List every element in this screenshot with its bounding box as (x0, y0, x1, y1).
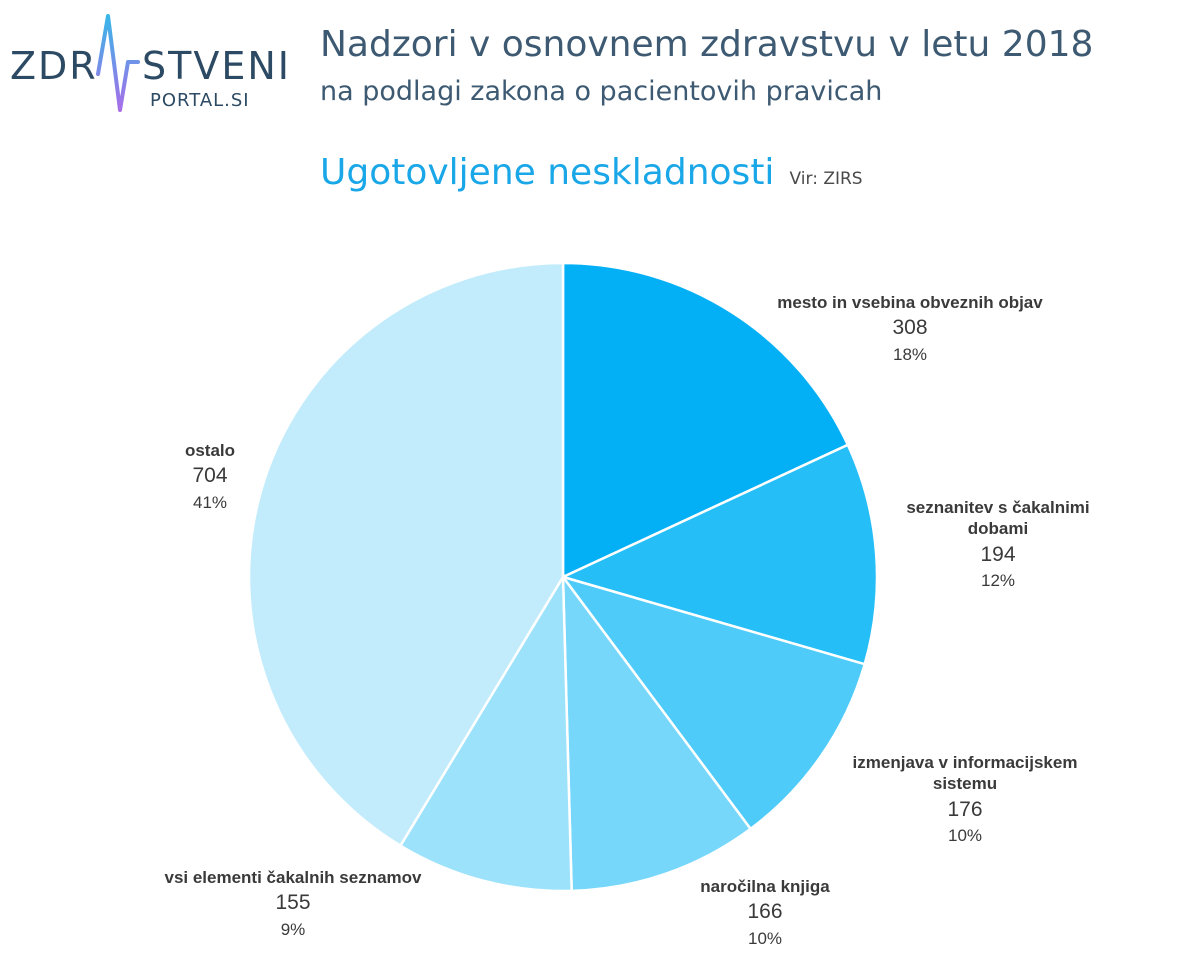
logo: ZDR STVENI PORTAL.SI (10, 12, 289, 122)
chart-title: Ugotovljene neskladnosti (320, 152, 775, 193)
slice-label-1: seznanitev s čakalnimi dobami 194 12% (880, 497, 1116, 591)
heartbeat-logo-icon (96, 14, 140, 112)
slice-label-name: izmenjava v informacijskem sistemu (852, 753, 1078, 794)
slice-label-percent: 10% (947, 825, 983, 845)
slice-label-percent: 10% (747, 928, 783, 948)
slice-label-name: vsi elementi čakalnih seznamov (164, 868, 422, 887)
slice-label-2: izmenjava v informacijskem sistemu 176 1… (834, 752, 1096, 846)
logo-text-right: STVENI (142, 44, 291, 88)
slice-label-percent: 12% (980, 570, 1016, 590)
slice-label-3: naročilna knjiga 166 10% (660, 876, 870, 949)
slice-label-value: 194 (980, 542, 1016, 566)
slice-label-name: seznanitev s čakalnimi dobami (906, 498, 1090, 539)
slice-label-percent: 9% (280, 919, 306, 939)
slice-label-value: 166 (747, 900, 783, 924)
slice-label-4: vsi elementi čakalnih seznamov 155 9% (138, 867, 448, 940)
chart-source: Vir: ZIRS (789, 169, 863, 189)
slice-label-value: 308 (892, 316, 928, 340)
slice-label-value: 155 (275, 891, 311, 915)
slice-label-name: ostalo (184, 441, 236, 460)
slice-label-name: naročilna knjiga (700, 877, 830, 896)
slice-label-value: 176 (947, 797, 983, 821)
slice-label-name: mesto in vsebina obveznih objav (777, 293, 1043, 312)
slice-label-percent: 41% (192, 492, 228, 512)
pie-slice-1 (559, 443, 879, 666)
slice-label-0: mesto in vsebina obveznih objav 308 18% (740, 292, 1080, 365)
pie-slice-4 (398, 572, 573, 893)
pie-slice-5 (247, 261, 565, 848)
page-title: Nadzori v osnovnem zdravstvu v letu 2018 (320, 24, 1094, 65)
chart-title-row: Ugotovljene neskladnosti Vir: ZIRS (320, 152, 863, 193)
pie-slice-3 (561, 573, 753, 893)
slice-label-percent: 18% (892, 344, 928, 364)
slice-label-value: 704 (192, 464, 228, 488)
slice-label-5: ostalo 704 41% (150, 440, 270, 513)
logo-subtext: PORTAL.SI (150, 90, 250, 111)
pie-slice-0 (561, 261, 850, 579)
page-subtitle: na podlagi zakona o pacientovih pravicah (320, 76, 883, 107)
logo-text-left: ZDR (10, 44, 98, 88)
pie-slice-2 (559, 574, 867, 831)
